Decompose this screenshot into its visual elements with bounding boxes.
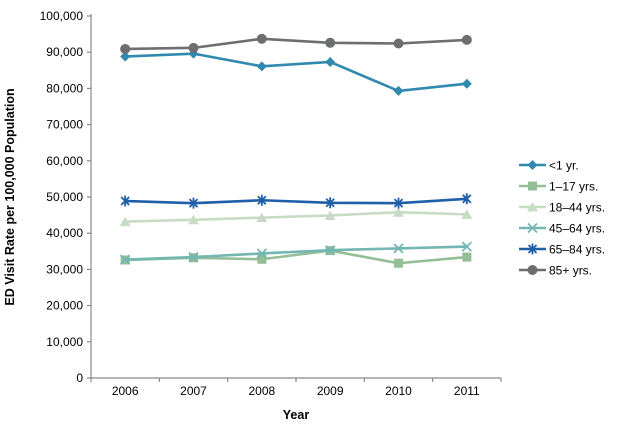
legend-label: 45–64 yrs. xyxy=(549,222,605,236)
legend-label: 18–44 yrs. xyxy=(549,201,605,215)
legend-item: 1–17 yrs. xyxy=(519,180,598,194)
data-point-asterisk xyxy=(462,193,472,205)
data-point-diamond xyxy=(120,51,131,62)
data-point-diamond xyxy=(256,61,267,72)
y-tick-label: 100,000 xyxy=(40,9,84,23)
data-point-diamond xyxy=(325,56,336,67)
data-point-asterisk xyxy=(120,195,130,207)
x-tick-label: 2007 xyxy=(180,384,207,398)
data-point-triangle xyxy=(324,210,336,220)
axes xyxy=(90,14,501,379)
series-line-4 xyxy=(123,197,469,205)
series-line-3 xyxy=(123,245,469,261)
data-point-x xyxy=(527,222,538,234)
data-point-diamond xyxy=(461,78,472,89)
legend-label: <1 yr. xyxy=(549,159,579,173)
data-point-diamond xyxy=(527,160,538,170)
data-point-x xyxy=(188,251,199,263)
data-point-x xyxy=(461,241,472,252)
y-tick-label: 40,000 xyxy=(46,226,83,240)
data-point-x xyxy=(393,243,404,254)
data-point-diamond xyxy=(393,85,404,96)
y-tick-label: 60,000 xyxy=(46,154,83,168)
data-point-square xyxy=(257,254,267,264)
data-point-asterisk xyxy=(188,197,199,209)
legend-item: <1 yr. xyxy=(519,159,579,173)
data-point-square xyxy=(462,252,472,262)
data-point-circle xyxy=(393,38,404,49)
data-point-triangle xyxy=(527,202,538,212)
y-tick-label: 50,000 xyxy=(46,190,83,204)
data-point-x xyxy=(120,254,131,265)
data-point-asterisk xyxy=(393,197,404,209)
data-point-asterisk xyxy=(325,197,335,209)
data-point-square xyxy=(528,181,537,191)
legend-label: 1–17 yrs. xyxy=(549,180,598,194)
legend-item: 85+ yrs. xyxy=(519,264,592,278)
x-tick-label: 2008 xyxy=(248,384,275,398)
x-axis-ticks: 2006 2007 2008 2009 2010 2011 xyxy=(90,378,502,398)
y-tick-label: 30,000 xyxy=(46,262,83,276)
x-tick-label: 2009 xyxy=(317,384,344,398)
y-axis-title: ED Visit Rate per 100,000 Population xyxy=(3,88,17,305)
series-line-0 xyxy=(123,52,469,93)
legend-label: 65–84 yrs. xyxy=(549,243,605,257)
data-point-triangle xyxy=(119,216,131,227)
data-point-triangle xyxy=(461,209,473,219)
y-tick-label: 0 xyxy=(76,371,83,385)
data-point-circle xyxy=(527,265,538,275)
data-point-triangle xyxy=(188,214,199,225)
series-line-2 xyxy=(123,210,469,223)
data-point-triangle xyxy=(393,207,404,217)
data-point-circle xyxy=(461,34,472,45)
y-tick-label: 10,000 xyxy=(46,335,83,349)
x-axis-title: Year xyxy=(283,408,310,422)
y-axis-ticks: 0 10,000 20,000 30,000 40,000 50,000 60,000 70,… xyxy=(40,9,91,385)
legend: <1 yr. 1–17 yrs. 18–44 yrs. 45–64 yrs. 65–84… xyxy=(519,159,605,278)
data-point-circle xyxy=(256,33,267,44)
x-tick-label: 2011 xyxy=(454,384,480,398)
data-point-circle xyxy=(120,43,131,54)
data-point-triangle xyxy=(256,212,268,223)
data-point-x xyxy=(325,245,336,256)
legend-item: 45–64 yrs. xyxy=(519,222,605,236)
data-point-asterisk xyxy=(527,243,538,255)
series-line-5 xyxy=(123,37,469,51)
x-tick-label: 2006 xyxy=(112,384,139,398)
legend-label: 85+ yrs. xyxy=(549,264,592,278)
plot-area xyxy=(119,33,473,268)
y-tick-label: 20,000 xyxy=(46,299,83,313)
data-point-asterisk xyxy=(257,194,267,206)
y-tick-label: 80,000 xyxy=(46,81,83,95)
y-tick-label: 70,000 xyxy=(46,118,83,132)
x-tick-label: 2010 xyxy=(385,384,412,398)
data-point-x xyxy=(256,248,267,259)
data-point-square xyxy=(394,258,403,268)
y-tick-label: 90,000 xyxy=(46,45,83,59)
data-point-circle xyxy=(188,42,199,53)
data-point-circle xyxy=(325,37,336,48)
legend-item: 18–44 yrs. xyxy=(519,201,605,215)
legend-item: 65–84 yrs. xyxy=(519,243,605,257)
